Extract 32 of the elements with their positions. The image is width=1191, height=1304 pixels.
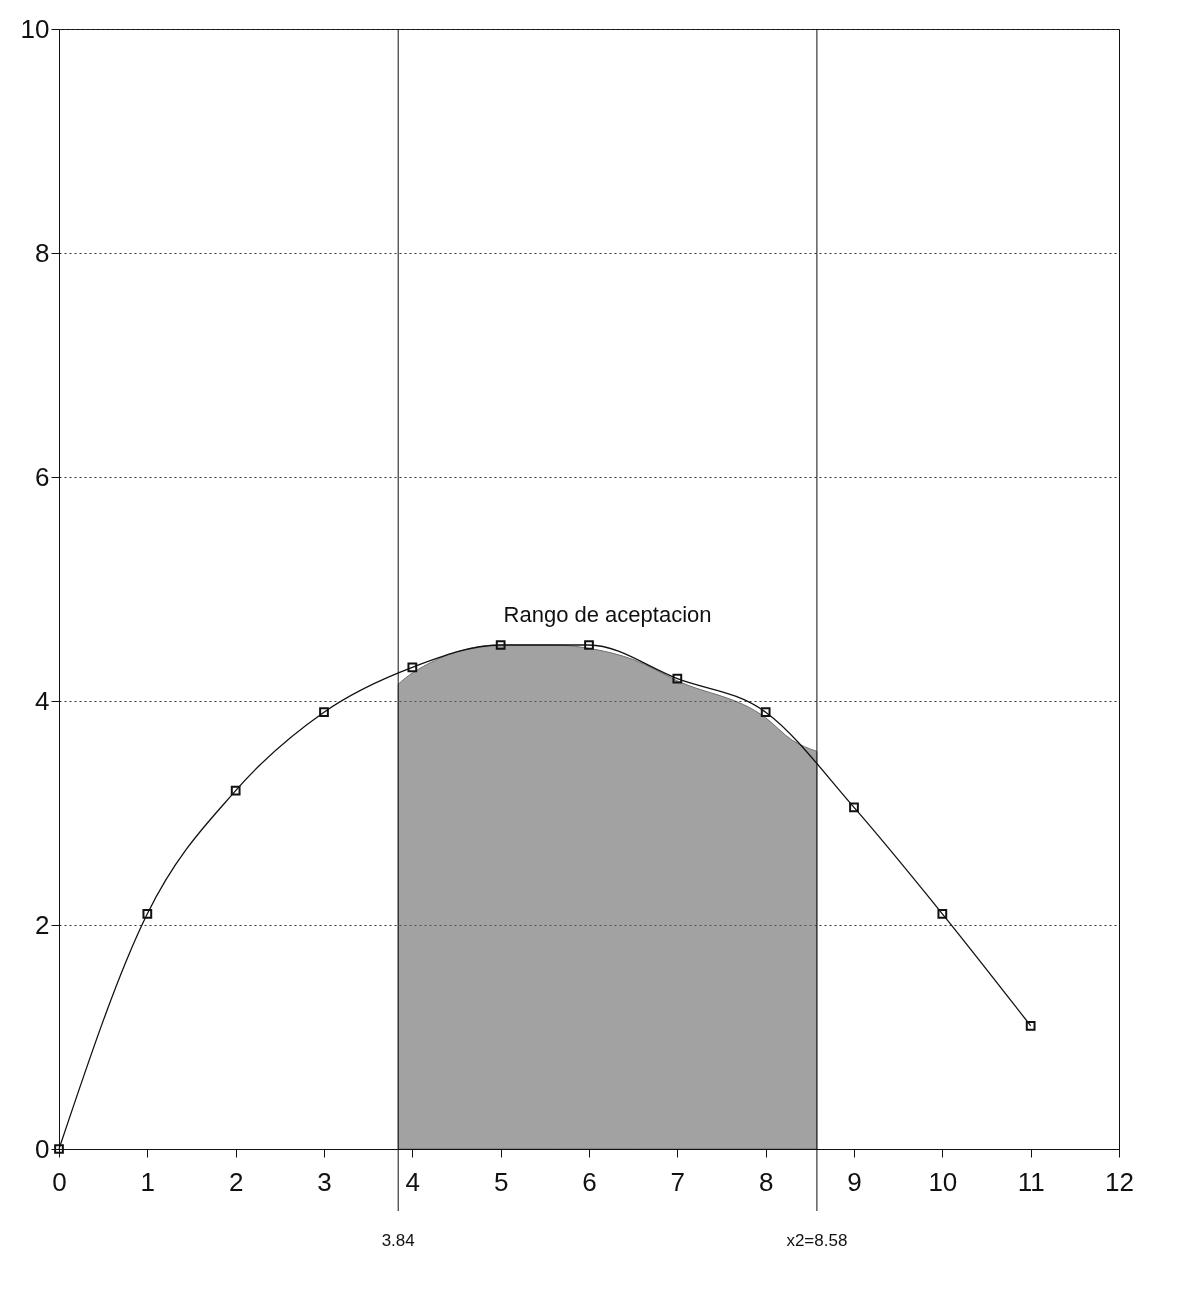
y-tick-label: 6 — [35, 461, 50, 492]
point — [319, 707, 329, 718]
y-tick-label: 4 — [35, 685, 50, 716]
x-tick-label: 2 — [228, 1166, 244, 1197]
point — [495, 640, 506, 650]
point — [407, 662, 418, 673]
ref-line-label: x2=8.58 — [786, 1231, 848, 1250]
point — [584, 640, 594, 650]
x-tick-label: 5 — [493, 1166, 509, 1197]
x-tick-label: 3 — [317, 1166, 332, 1197]
x-tick-label: 8 — [758, 1166, 774, 1197]
point — [937, 908, 948, 919]
x-tick-label: 12 — [1105, 1166, 1134, 1197]
y-tick-label: 0 — [35, 1133, 50, 1164]
y-tick-label: 10 — [20, 13, 50, 44]
x-tick-label: 11 — [1017, 1166, 1045, 1197]
x-tick-label: 7 — [670, 1166, 686, 1197]
point — [1025, 1020, 1036, 1031]
x-tick-label: 6 — [582, 1166, 597, 1197]
y-tick-label: 8 — [35, 237, 50, 268]
ref-line-label: 3.84 — [381, 1231, 415, 1250]
annotation: Rango de aceptacion — [503, 602, 712, 627]
point — [142, 908, 153, 919]
x-tick-label: 10 — [928, 1166, 958, 1197]
point — [672, 673, 683, 684]
y-tick-label: 2 — [35, 909, 50, 940]
point — [760, 707, 771, 718]
x-tick-label: 1 — [140, 1166, 156, 1197]
x-tick-label: 4 — [405, 1166, 421, 1197]
point — [230, 785, 241, 796]
point — [849, 802, 859, 813]
x-tick-label: 9 — [847, 1166, 862, 1197]
